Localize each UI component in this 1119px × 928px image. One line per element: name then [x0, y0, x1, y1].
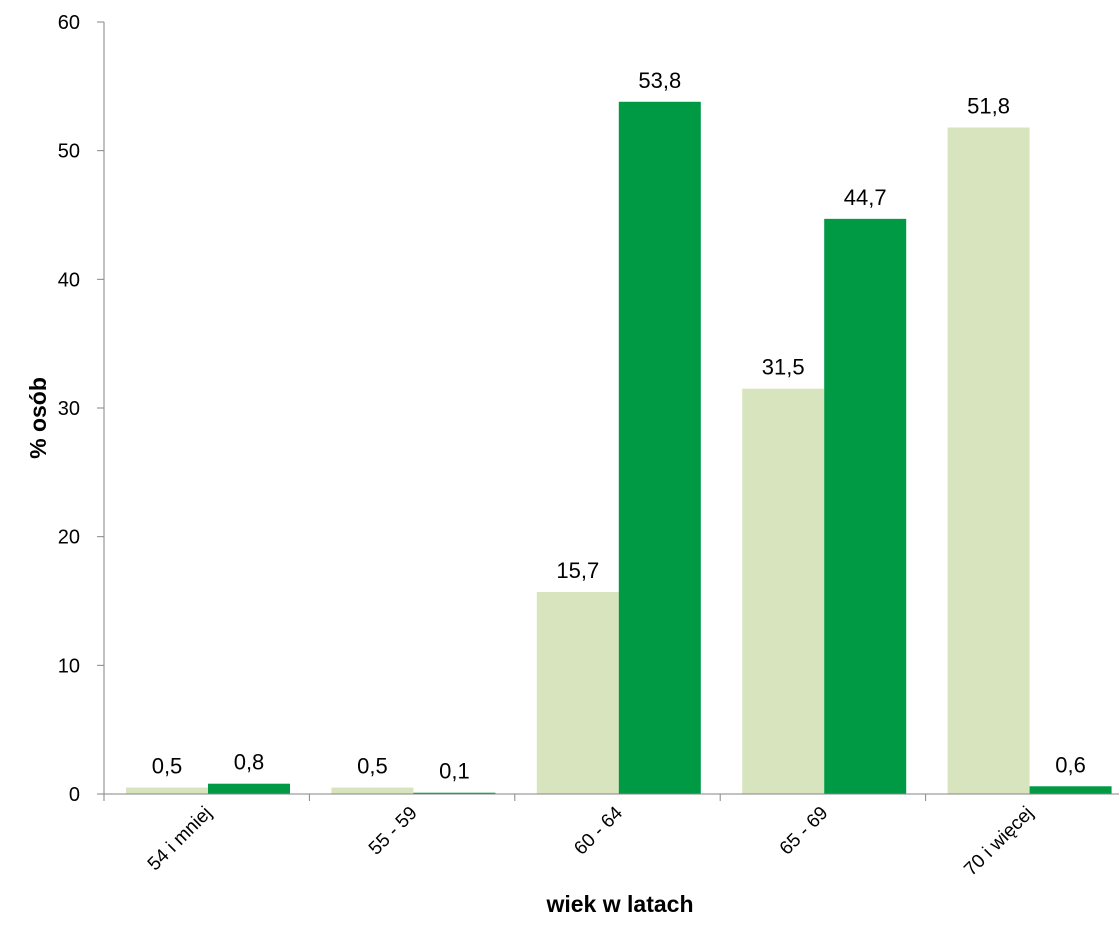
- data-label-s0-4: 51,8: [967, 94, 1010, 119]
- data-label-s1-4: 0,6: [1055, 752, 1086, 777]
- data-label-s0-3: 31,5: [762, 355, 805, 380]
- bar-s0-1: [331, 787, 414, 794]
- y-tick-label-0: 0: [69, 784, 80, 806]
- bar-s0-2: [536, 591, 619, 794]
- bar-s1-0: [208, 783, 290, 794]
- bar-s0-3: [742, 388, 825, 794]
- x-axis-ticks: [103, 794, 927, 801]
- y-tick-label-5: 50: [58, 141, 80, 163]
- bar-s0-4: [947, 127, 1030, 795]
- y-tick-label-1: 10: [58, 655, 80, 677]
- data-label-s1-1: 0,1: [439, 759, 470, 784]
- x-axis-category-labels: 54 i mniej 55 - 59 60 - 64 65 - 69 70 i więc…: [144, 802, 1038, 880]
- data-label-s1-3: 44,7: [844, 185, 887, 210]
- data-labels: 0,5 0,8 0,5 0,1 15,7 53,8 31,5 44,7 51,8 0,6: [152, 68, 1086, 784]
- y-tick-label-6: 60: [58, 12, 80, 34]
- x-category-label-1: 55 - 59: [365, 803, 422, 860]
- data-label-s0-2: 15,7: [556, 558, 599, 583]
- y-tick-label-2: 20: [58, 527, 80, 549]
- bars: [126, 101, 1112, 795]
- bar-s1-2: [618, 101, 701, 795]
- data-label-s1-2: 53,8: [638, 68, 681, 93]
- bar-s1-4: [1029, 786, 1112, 794]
- data-label-s0-0: 0,5: [152, 754, 183, 779]
- data-label-s0-1: 0,5: [357, 754, 388, 779]
- x-category-label-3: 65 - 69: [776, 803, 833, 860]
- data-label-s1-0: 0,8: [234, 750, 265, 775]
- x-axis-title: wiek w latach: [545, 891, 693, 917]
- x-category-label-4: 70 i więcej: [960, 803, 1038, 881]
- x-category-label-2: 60 - 64: [570, 802, 627, 859]
- y-axis-ticks: 0 10 20 30 40 50 60: [58, 12, 104, 806]
- bar-s0-0: [126, 787, 208, 794]
- y-tick-label-3: 30: [58, 398, 80, 420]
- y-axis-title: % osób: [25, 377, 51, 459]
- bar-s1-3: [824, 218, 907, 795]
- bar-s1-1: [413, 792, 496, 794]
- y-tick-label-4: 40: [58, 269, 80, 291]
- x-category-label-0: 54 i mniej: [144, 803, 216, 875]
